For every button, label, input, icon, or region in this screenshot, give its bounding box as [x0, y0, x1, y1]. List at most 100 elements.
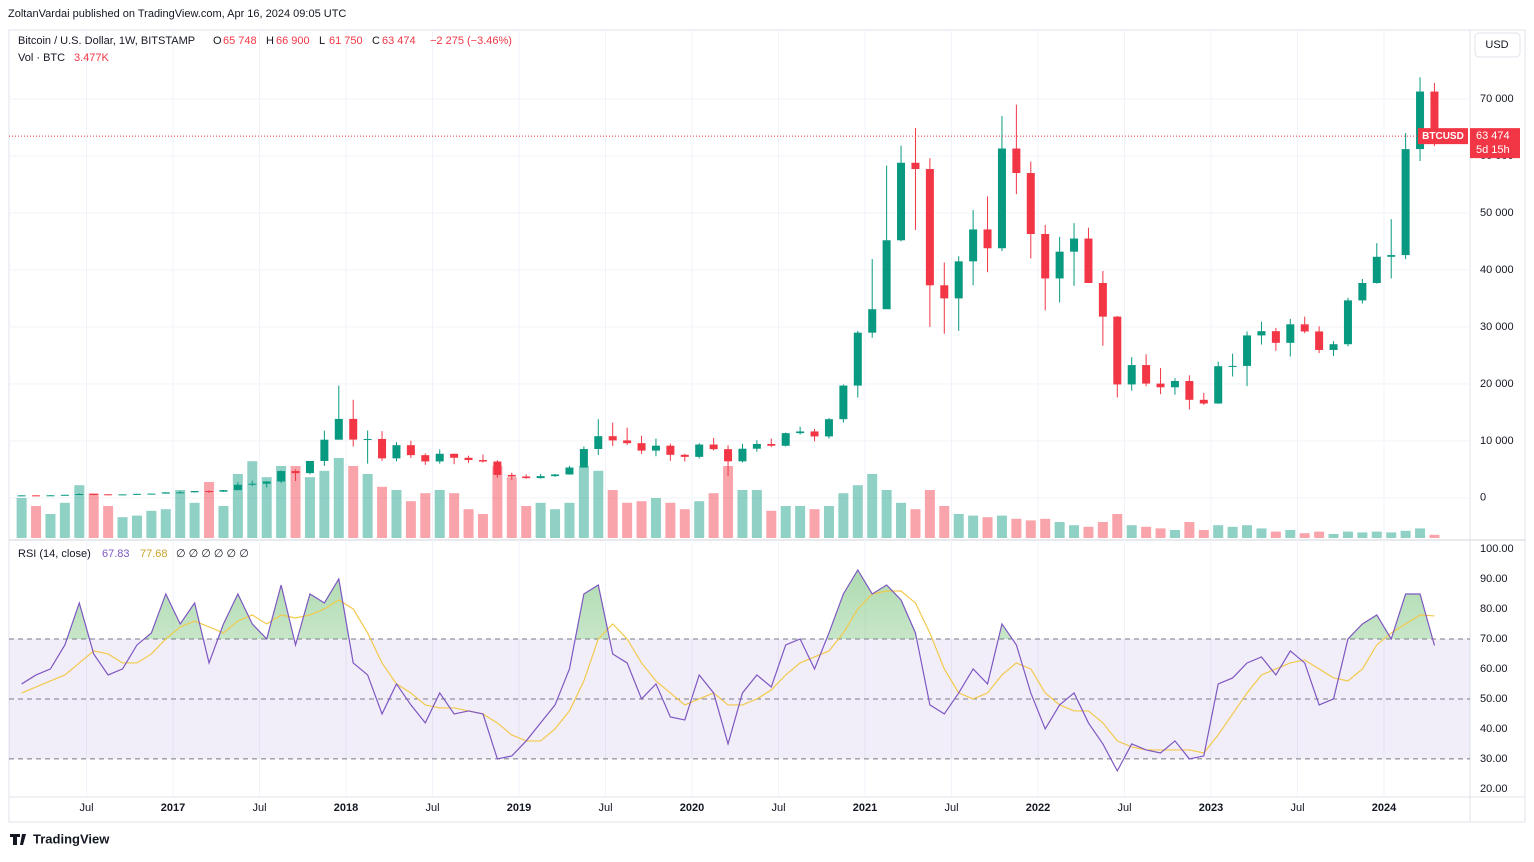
candle-body: [810, 431, 819, 437]
volume-bar: [1126, 525, 1137, 538]
symbol: Bitcoin / U.S. Dollar, 1W, BITSTAMP: [18, 35, 195, 47]
candle-body: [522, 476, 531, 479]
candle-body: [1199, 399, 1208, 404]
candle-body: [1170, 381, 1179, 388]
candle-body: [493, 461, 502, 475]
price-tag-bg: [1470, 128, 1520, 159]
candle-body: [1329, 344, 1338, 350]
candle-body: [940, 285, 949, 299]
volume-bar: [780, 506, 791, 538]
candle-body: [334, 418, 343, 440]
volume-bar: [362, 474, 373, 538]
volume-bar: [1429, 534, 1440, 538]
candle-body: [983, 229, 992, 249]
y-tick-label: 100.00: [1480, 543, 1514, 555]
x-tick-label: Jul: [771, 802, 785, 814]
candle-body: [1315, 331, 1324, 350]
ohlc-key: O: [213, 35, 222, 47]
ohlc-value: 65 748: [223, 35, 257, 47]
candle-body: [1113, 316, 1122, 385]
currency-button[interactable]: [1474, 32, 1521, 58]
candle-body: [680, 454, 689, 457]
volume-bar: [1040, 518, 1051, 538]
x-tick-label: 2018: [334, 802, 358, 814]
candle-body: [824, 419, 833, 437]
candle-body: [1127, 365, 1136, 385]
candle-body: [882, 240, 891, 310]
candle-body: [1041, 234, 1050, 279]
volume-bar: [1314, 531, 1325, 538]
volume-bar: [477, 514, 488, 538]
candle-body: [507, 474, 516, 477]
candle-body: [1185, 381, 1194, 400]
y-tick-label: 20 000: [1480, 378, 1514, 390]
candle-body: [233, 484, 242, 491]
rsi-value: 67.83: [102, 548, 130, 560]
volume-bar: [823, 506, 834, 538]
candle-body: [853, 332, 862, 386]
volume-bar: [737, 490, 748, 538]
currency[interactable]: USD: [1485, 39, 1508, 51]
y-tick-label: 70 000: [1480, 93, 1514, 105]
volume-bar: [1069, 525, 1080, 538]
candle-body: [176, 492, 185, 494]
volume-bar: [420, 493, 431, 538]
volume-bar: [434, 490, 445, 538]
volume-bar: [377, 486, 388, 538]
x-tick-label: 2022: [1026, 802, 1050, 814]
candle-body: [969, 229, 978, 262]
candle-body: [868, 309, 877, 333]
volume-bar: [449, 493, 460, 538]
brand[interactable]: TradingView: [33, 831, 110, 846]
candle-body: [190, 491, 199, 493]
candle-body: [796, 431, 805, 434]
volume-bar: [189, 502, 200, 538]
volume-bar: [550, 509, 561, 538]
volume-bar: [1371, 531, 1382, 538]
y-tick-label: 40.00: [1480, 723, 1508, 735]
volume-bar: [665, 502, 676, 538]
volume-bar: [74, 485, 85, 538]
volume-bar: [1400, 530, 1411, 538]
candle-body: [1300, 324, 1309, 332]
volume-bar: [1357, 532, 1368, 538]
candle-body: [46, 495, 55, 497]
volume-bar: [463, 509, 474, 538]
candle-body: [1098, 283, 1107, 317]
ohlc-value: 66 900: [276, 35, 310, 47]
volume-bar: [1386, 532, 1397, 538]
volume-bar: [650, 498, 661, 538]
volume-bar: [1141, 526, 1152, 538]
candle-body: [147, 493, 156, 495]
candle-body: [709, 444, 718, 450]
x-tick-label: 2017: [161, 802, 185, 814]
volume-bar: [146, 510, 157, 538]
candle-body: [954, 261, 963, 299]
y-tick-label: 80.00: [1480, 603, 1508, 615]
candle-body: [1026, 173, 1035, 234]
volume-bar: [1415, 528, 1426, 538]
candle-body: [161, 492, 170, 494]
candle-body: [104, 494, 113, 496]
volume-bar: [59, 502, 70, 538]
candle-body: [277, 471, 286, 482]
x-tick-label: Jul: [944, 802, 958, 814]
candle-body: [911, 162, 920, 170]
volume-bar: [405, 501, 416, 538]
candle-body: [1084, 238, 1093, 284]
rsi-ma-line: [21, 590, 1435, 754]
y-tick-label: 50.00: [1480, 693, 1508, 705]
publisher: ZoltanVardai published on TradingView.co…: [8, 8, 346, 20]
candle-body: [435, 453, 444, 462]
candle-body: [1358, 283, 1367, 301]
volume-bar: [261, 477, 272, 538]
volume-bar: [1256, 528, 1267, 538]
volume-bar: [348, 466, 359, 538]
volume-bar: [103, 506, 114, 538]
candle-body: [378, 438, 387, 459]
ohlc-key: H: [266, 35, 274, 47]
volume-bar: [45, 514, 56, 538]
candle-body: [1416, 91, 1425, 150]
candle-body: [406, 445, 415, 456]
